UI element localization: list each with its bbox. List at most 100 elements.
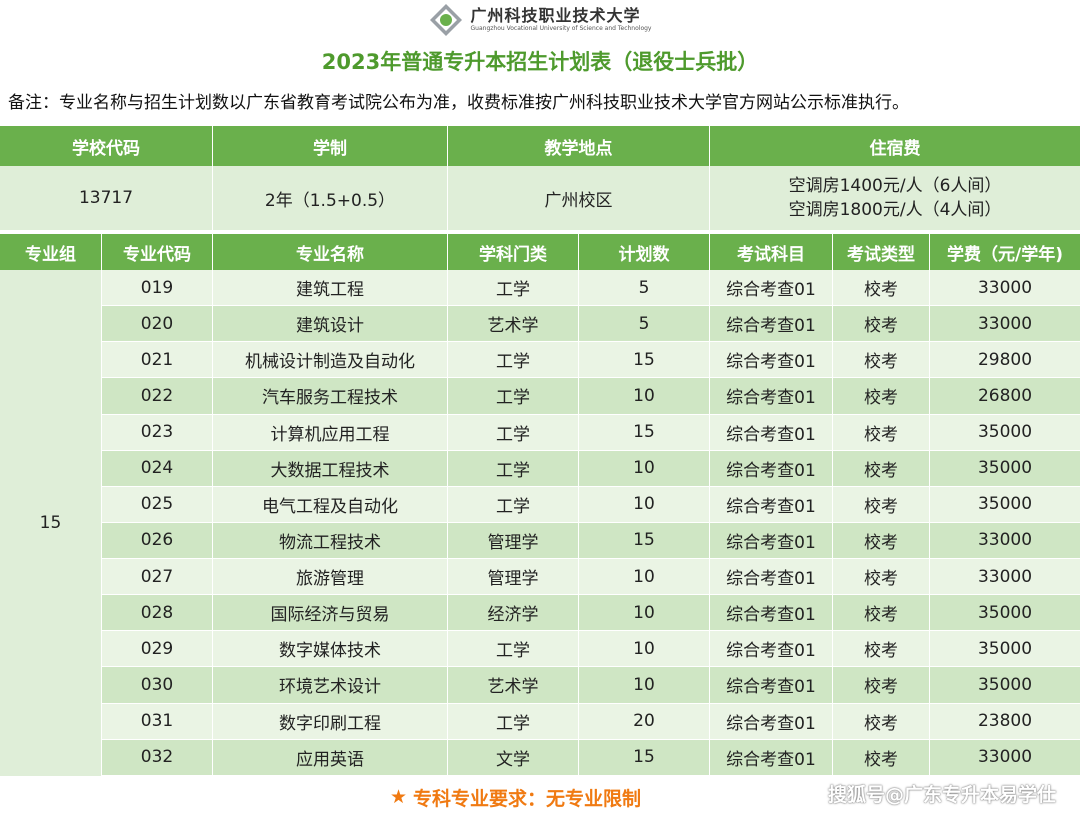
table-row: 027 旅游管理 管理学 10 综合考查01 校考 33000 [102, 559, 1080, 596]
requirement-text: 专科专业要求：无专业限制 [413, 787, 642, 810]
tuition-cell: 35000 [930, 631, 1080, 668]
dorm-fee-line-1: 空调房1400元/人（6人间） [788, 176, 1002, 196]
header-group: 专业组 [0, 234, 102, 270]
major-code-cell: 027 [102, 559, 213, 596]
category-cell: 文学 [448, 739, 579, 776]
tuition-cell: 35000 [930, 487, 1080, 523]
exam-type-cell: 校考 [833, 450, 930, 487]
university-emblem-icon [429, 4, 462, 36]
star-icon: ★ [390, 786, 408, 808]
exam-subject-cell: 综合考查01 [710, 595, 833, 632]
plan-cell: 15 [579, 342, 710, 379]
plan-cell: 10 [579, 486, 710, 523]
remark-note: 备注：专业名称与招生计划数以广东省教育考试院公布为准，收费标准按广州科技职业技术… [8, 93, 909, 113]
major-name-cell: 应用英语 [213, 739, 448, 776]
header-exam-subject: 考试科目 [710, 234, 833, 270]
page-title: 2023年普通专升本招生计划表（退役士兵批） [321, 50, 759, 74]
exam-subject-cell: 综合考查01 [710, 306, 833, 343]
plan-cell: 10 [579, 559, 710, 596]
major-code-cell: 024 [102, 450, 213, 487]
major-code-cell: 020 [102, 306, 213, 343]
school-info-row: 13717 2年（1.5+0.5） 广州校区 空调房1400元/人（6人间） 空… [0, 166, 1080, 230]
school-code-value: 13717 [0, 166, 213, 230]
header-tuition: 学费（元/学年) [947, 244, 1063, 265]
plan-cell: 10 [579, 595, 710, 632]
category-cell: 工学 [448, 631, 579, 668]
exam-type-cell: 校考 [833, 270, 930, 307]
header-major-name: 专业名称 [213, 234, 448, 270]
major-name-cell: 汽车服务工程技术 [213, 378, 448, 415]
tuition-cell: 35000 [930, 451, 1080, 487]
major-code-cell: 030 [102, 667, 213, 704]
header-location: 教学地点 [448, 126, 710, 166]
exam-subject-cell: 综合考查01 [710, 703, 833, 740]
major-name-cell: 建筑工程 [213, 270, 448, 307]
category-cell: 工学 [448, 378, 579, 415]
table-row: 030 环境艺术设计 艺术学 10 综合考查01 校考 35000 [102, 667, 1080, 704]
table-row: 024 大数据工程技术 工学 10 综合考查01 校考 35000 [102, 450, 1080, 487]
exam-type-cell: 校考 [833, 342, 930, 379]
category-cell: 工学 [448, 486, 579, 523]
major-group-cell: 15 [0, 270, 102, 776]
major-name-cell: 数字媒体技术 [213, 631, 448, 668]
table-row: 023 计算机应用工程 工学 15 综合考查01 校考 35000 [102, 414, 1080, 451]
exam-subject-cell: 综合考查01 [710, 450, 833, 487]
school-info-header: 学校代码 学制 教学地点 住宿费 [0, 126, 1080, 166]
location-value: 广州校区 [448, 166, 710, 230]
category-cell: 工学 [448, 342, 579, 379]
exam-type-cell: 校考 [833, 378, 930, 415]
plan-cell: 10 [579, 667, 710, 704]
exam-subject-cell: 综合考查01 [710, 414, 833, 451]
plan-cell: 10 [579, 631, 710, 668]
plan-cell: 15 [579, 522, 710, 559]
table-row: 026 物流工程技术 管理学 15 综合考查01 校考 33000 [102, 522, 1080, 559]
header-duration: 学制 [213, 126, 448, 166]
tuition-cell: 29800 [930, 342, 1080, 379]
tuition-cell: 35000 [930, 595, 1080, 632]
tuition-cell: 33000 [930, 270, 1080, 307]
university-logo: 广州科技职业技术大学 Guangzhou Vocational Universi… [429, 3, 652, 37]
major-name-cell: 数字印刷工程 [213, 703, 448, 740]
exam-type-cell: 校考 [833, 414, 930, 451]
dorm-fee-value: 空调房1400元/人（6人间） 空调房1800元/人（4人间） [710, 166, 1080, 230]
table-row: 025 电气工程及自动化 工学 10 综合考查01 校考 35000 [102, 486, 1080, 523]
exam-subject-cell: 综合考查01 [710, 270, 833, 307]
tuition-cell: 33000 [930, 559, 1080, 596]
exam-subject-cell: 综合考查01 [710, 559, 833, 596]
table-row: 029 数字媒体技术 工学 10 综合考查01 校考 35000 [102, 631, 1080, 668]
table-row: 028 国际经济与贸易 经济学 10 综合考查01 校考 35000 [102, 595, 1080, 632]
exam-type-cell: 校考 [833, 486, 930, 523]
exam-type-cell: 校考 [833, 595, 930, 632]
header-school-code: 学校代码 [0, 126, 213, 166]
logo-name-cn: 广州科技职业技术大学 [470, 6, 641, 25]
major-name-cell: 电气工程及自动化 [213, 486, 448, 523]
table-row: 019 建筑工程 工学 5 综合考查01 校考 33000 [102, 270, 1080, 307]
major-table-header: 专业组 专业代码 专业名称 学科门类 计划数 考试科目 考试类型 学费（元/学年… [0, 234, 1080, 270]
tuition-cell: 26800 [930, 378, 1080, 415]
major-code-cell: 031 [102, 703, 213, 740]
category-cell: 工学 [448, 414, 579, 451]
category-cell: 工学 [448, 703, 579, 740]
tuition-cell: 33000 [930, 306, 1080, 343]
exam-type-cell: 校考 [833, 667, 930, 704]
exam-subject-cell: 综合考查01 [710, 667, 833, 704]
major-code-cell: 026 [102, 522, 213, 559]
header-dorm-fee: 住宿费 [869, 138, 921, 159]
logo-bar: 广州科技职业技术大学 Guangzhou Vocational Universi… [0, 0, 1080, 40]
logo-text: 广州科技职业技术大学 Guangzhou Vocational Universi… [471, 7, 652, 33]
exam-type-cell: 校考 [833, 631, 930, 668]
major-table-body: 019 建筑工程 工学 5 综合考查01 校考 33000 020 建筑设计 艺术学 5 综合考查01… [102, 270, 1080, 776]
category-cell: 艺术学 [448, 667, 579, 704]
major-code-cell: 028 [102, 595, 213, 632]
duration-value: 2年（1.5+0.5） [213, 166, 448, 230]
major-name-cell: 国际经济与贸易 [213, 595, 448, 632]
logo-name-en: Guangzhou Vocational University of Scien… [470, 25, 652, 32]
category-cell: 工学 [448, 270, 579, 307]
major-name-cell: 物流工程技术 [213, 522, 448, 559]
major-name-cell: 建筑设计 [213, 306, 448, 343]
major-requirement: ★ 专科专业要求：无专业限制 [390, 782, 641, 812]
source-watermark: 搜狐号@广东专升本易学仕 [827, 783, 1056, 806]
plan-cell: 5 [579, 270, 710, 307]
exam-subject-cell: 综合考查01 [710, 342, 833, 379]
table-row: 020 建筑设计 艺术学 5 综合考查01 校考 33000 [102, 306, 1080, 343]
